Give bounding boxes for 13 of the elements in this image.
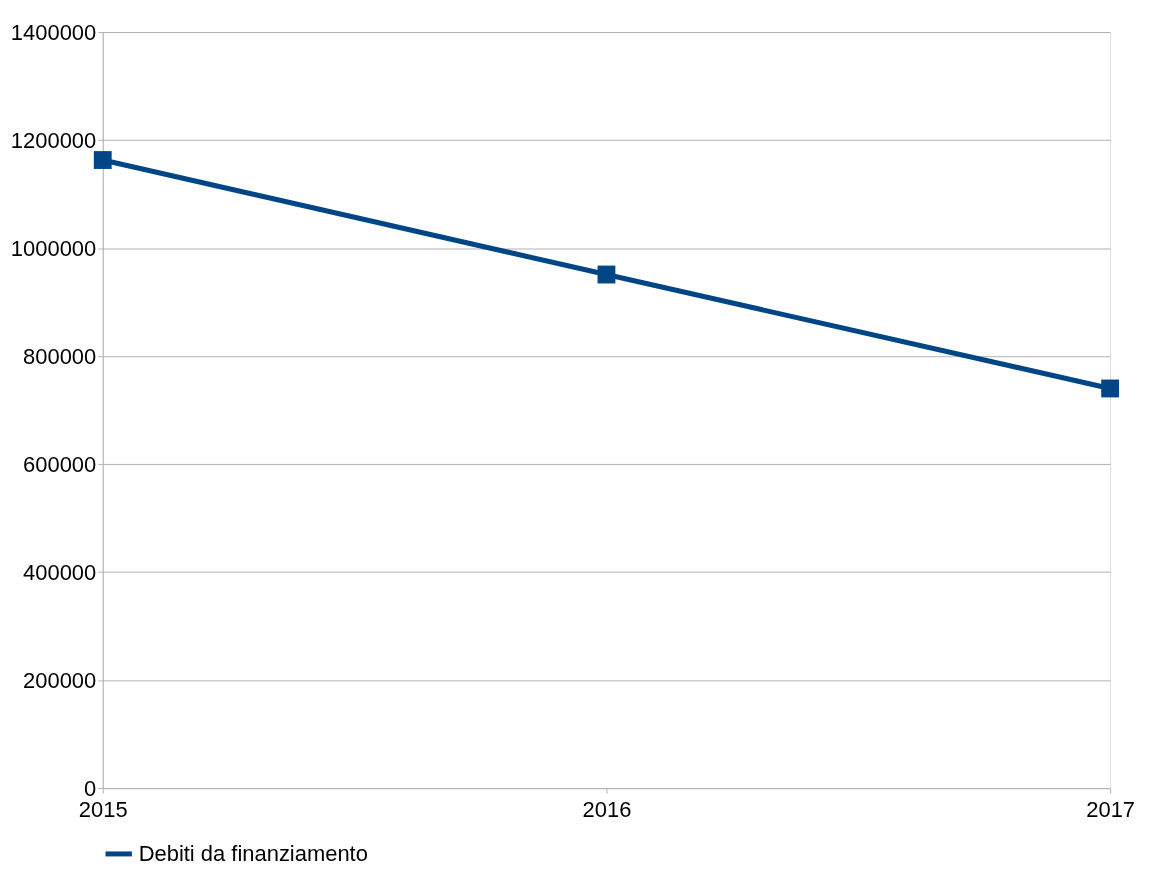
- y-tick-label: 1000000: [10, 235, 97, 261]
- y-tick-label: 400000: [23, 559, 97, 585]
- point: [597, 265, 616, 284]
- x-tick-label: 2017: [1086, 796, 1136, 822]
- point: [93, 151, 112, 169]
- x-tick-label: 2016: [582, 796, 632, 822]
- y-tick-label: 600000: [23, 451, 97, 477]
- y-tick-label: 1400000: [10, 19, 97, 45]
- y-tick-label: 800000: [23, 343, 97, 369]
- y-tick-label: 200000: [23, 667, 97, 693]
- point: [1101, 379, 1120, 398]
- y-tick-label: 1200000: [10, 127, 97, 153]
- legend-label: Debiti da finanziamento: [138, 840, 368, 866]
